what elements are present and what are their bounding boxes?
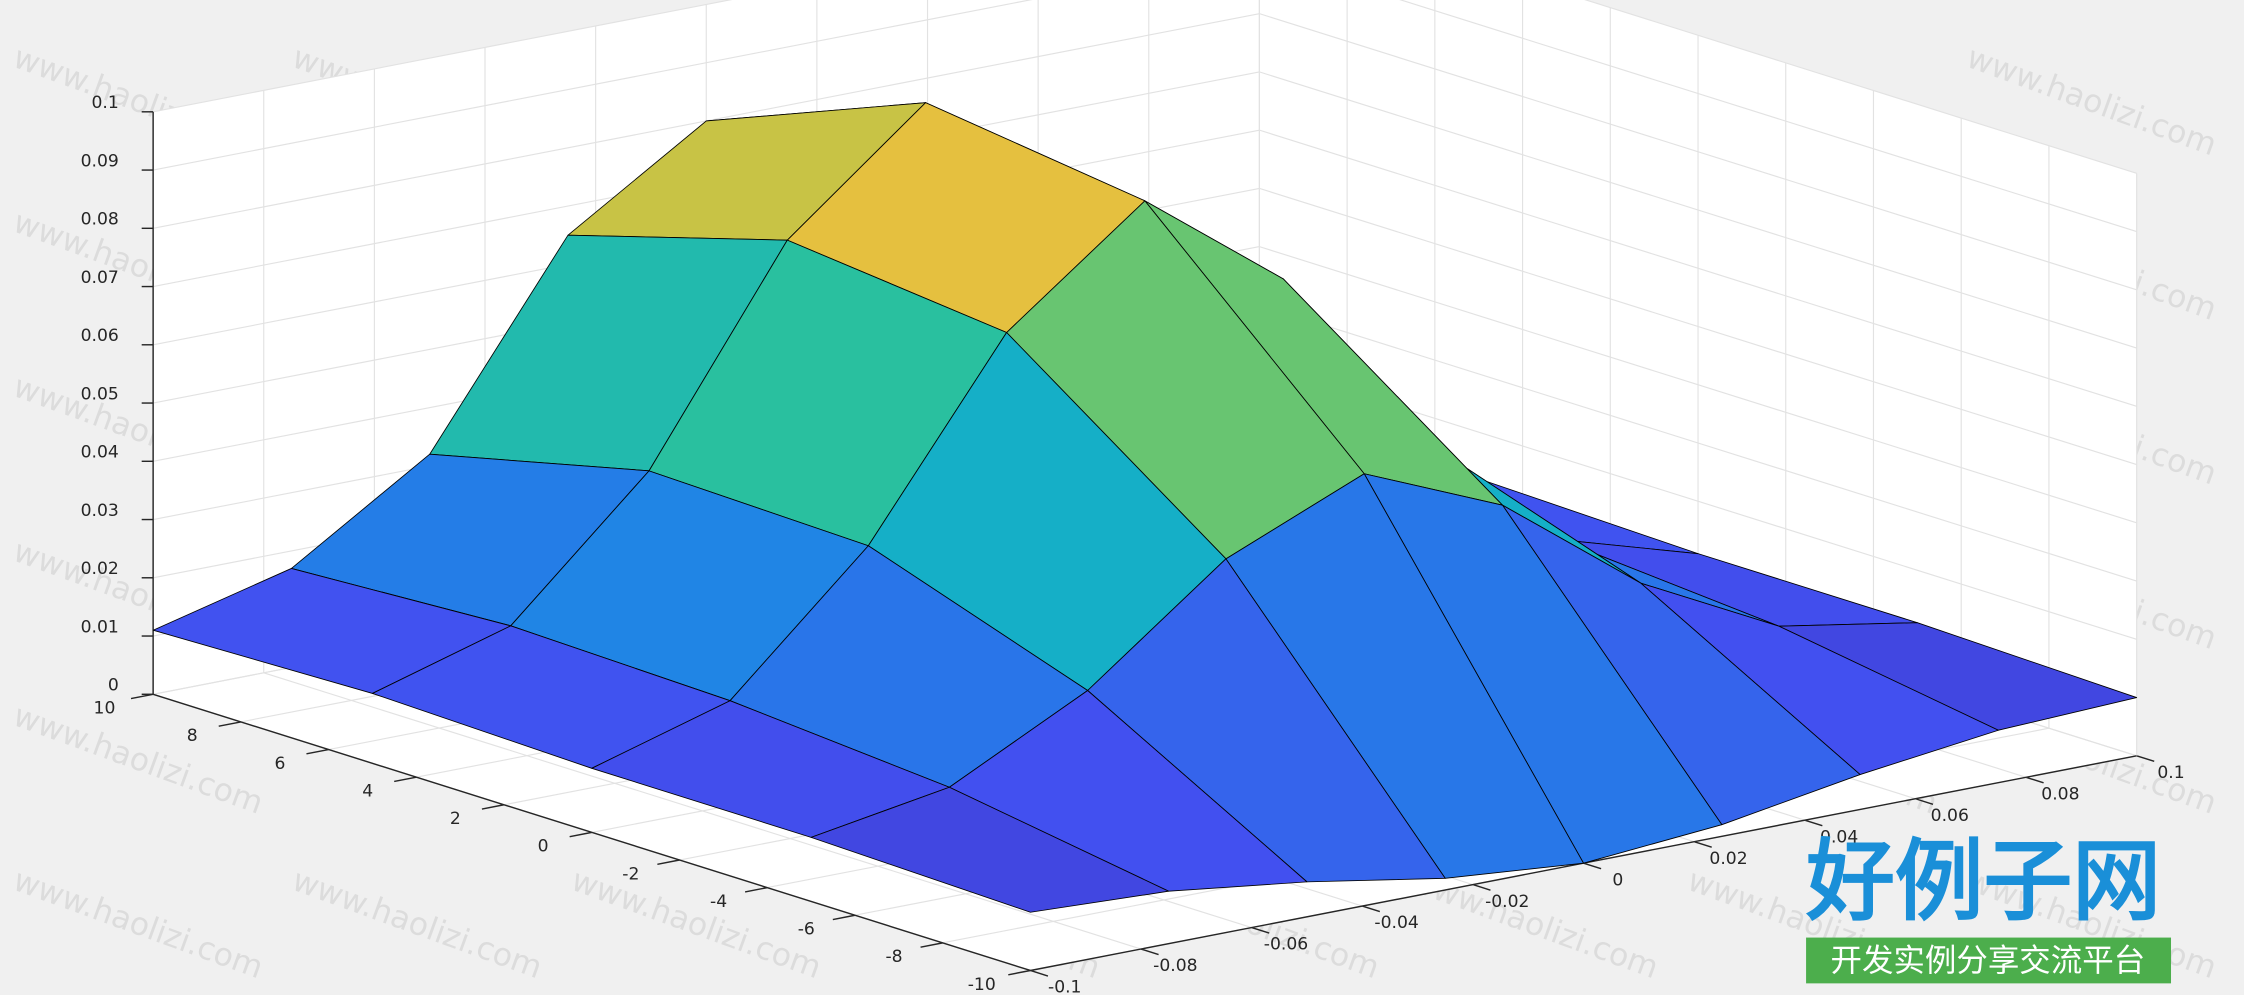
x-tick	[1472, 883, 1491, 891]
y-tick-label: -8	[885, 947, 902, 967]
grid-line	[1259, 187, 2137, 466]
y-tick	[832, 914, 856, 921]
x-tick-label: 0.08	[2041, 784, 2079, 804]
x-tick	[1915, 798, 1934, 805]
grid-line	[1259, 71, 2137, 349]
grid-line	[1399, 0, 2137, 233]
y-tick-label: 4	[362, 781, 373, 801]
y-axis-line	[152, 693, 1031, 972]
grid-line	[1259, 246, 2137, 524]
x-tick-label: -0.02	[1485, 892, 1529, 912]
y-tick-label: -2	[622, 864, 639, 884]
z-tick-label: 0.08	[81, 210, 119, 230]
z-tick-label: 0.09	[81, 151, 119, 171]
z-tick-label: 0	[108, 676, 119, 696]
x-tick-label: 0.02	[1709, 849, 1747, 869]
x-tick-label: -0.06	[1264, 935, 1308, 955]
y-tick-label: 8	[187, 726, 198, 746]
x-tick-label: 0.06	[1931, 806, 1969, 826]
grid-line	[1259, 304, 2137, 582]
z-tick-label: 0.1	[91, 93, 118, 113]
y-tick-label: -10	[968, 975, 996, 995]
z-tick-label: 0.04	[81, 443, 119, 463]
z-tick-label: 0.02	[81, 559, 119, 579]
x-tick	[1030, 969, 1049, 977]
y-tick	[657, 859, 680, 865]
grid-line	[153, 0, 733, 113]
logo-banner	[1806, 937, 2172, 984]
z-tick-label: 0.05	[81, 384, 119, 404]
grid-line	[1584, 0, 2137, 174]
y-tick-label: -4	[710, 892, 727, 912]
z-tick-label: 0.06	[81, 326, 119, 346]
z-tick-label: 0.01	[81, 617, 119, 637]
x-tick	[2025, 776, 2044, 784]
x-tick-label: -0.08	[1153, 956, 1197, 976]
y-tick-label: 10	[94, 699, 116, 719]
x-tick-label: 0.04	[1820, 827, 1858, 847]
x-tick-label: 0.1	[2157, 763, 2184, 783]
y-tick	[306, 748, 329, 755]
y-tick-label: -6	[798, 920, 815, 940]
y-tick-label: 0	[538, 837, 549, 857]
grid-line	[1259, 129, 2137, 407]
surface-patch	[810, 786, 1170, 913]
x-tick	[1362, 905, 1381, 913]
x-tick	[1251, 926, 1270, 934]
y-tick	[920, 942, 943, 948]
y-tick-label: 2	[450, 809, 461, 829]
x-tick-label: -0.1	[1048, 978, 1081, 995]
x-tick	[2136, 755, 2155, 763]
y-tick	[569, 831, 592, 838]
y-tick	[394, 776, 417, 783]
logo: 好例子网 开发实例分享交流平台	[1805, 830, 2172, 984]
y-tick	[744, 886, 768, 893]
grid-line	[153, 0, 1033, 171]
x-tick-label: -0.04	[1374, 913, 1418, 933]
x-tick	[1804, 819, 1823, 827]
x-tick	[1583, 862, 1602, 870]
y-tick-label: 6	[274, 754, 285, 774]
logo-subtitle: 开发实例分享交流平台	[1830, 943, 2145, 979]
y-tick	[481, 804, 505, 810]
z-tick-label: 0.03	[81, 501, 119, 521]
grid-line	[1259, 13, 2137, 291]
x-tick	[1693, 841, 1712, 848]
x-tick	[1140, 948, 1159, 956]
axes: -0.1 -0.08 -0.06 -0.04 -0.02 0 0.02 0.04 0.06 0.0…	[81, 0, 2185, 995]
logo-title: 好例子网	[1805, 830, 2161, 933]
y-tick	[1008, 969, 1031, 976]
y-tick	[218, 721, 241, 727]
z-tick-label: 0.07	[81, 268, 119, 288]
x-tick-label: 0	[1612, 870, 1623, 890]
